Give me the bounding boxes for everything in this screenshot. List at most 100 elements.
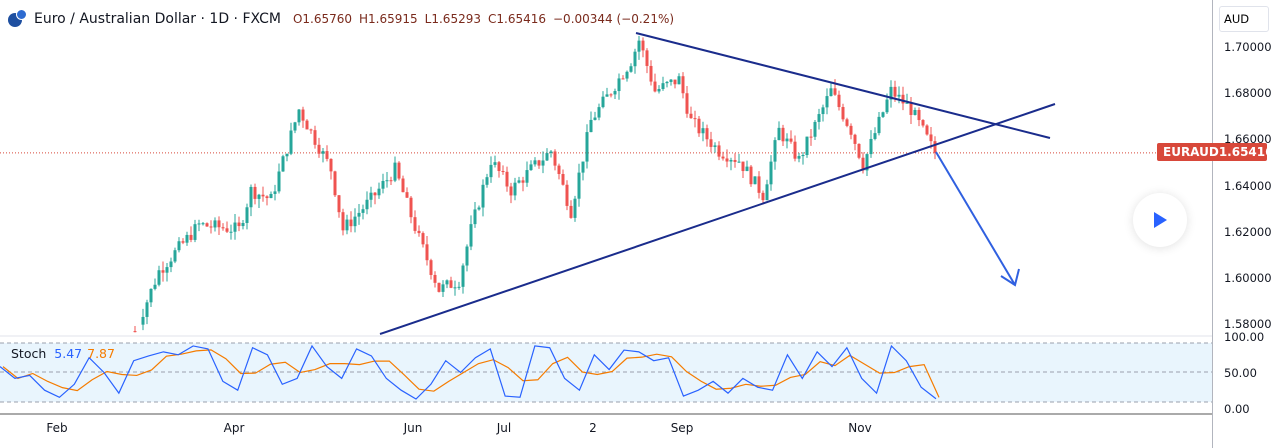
high-value: H1.65915 bbox=[359, 12, 418, 26]
price-tick: 1.66000 bbox=[1224, 132, 1272, 146]
candle-body bbox=[213, 220, 217, 228]
candle-body bbox=[541, 160, 545, 166]
candle-body bbox=[873, 133, 877, 139]
candle-body bbox=[909, 102, 913, 115]
candle-body bbox=[341, 212, 345, 231]
stoch-label[interactable]: Stoch bbox=[11, 346, 47, 361]
candle-body bbox=[765, 184, 769, 201]
candle-body bbox=[865, 154, 869, 171]
candle-body bbox=[613, 91, 617, 95]
low-value: L1.65293 bbox=[424, 12, 481, 26]
candle-body bbox=[637, 40, 641, 52]
candle-body bbox=[465, 246, 469, 266]
candle-body bbox=[917, 109, 921, 121]
candle-body bbox=[433, 274, 437, 283]
candle-body bbox=[317, 144, 321, 154]
candle-body bbox=[269, 193, 273, 199]
candle-body bbox=[413, 217, 417, 231]
candle-body bbox=[785, 138, 789, 142]
symbol-title[interactable]: Euro / Australian Dollar · 1D · FXCM bbox=[34, 11, 281, 27]
price-tick: 1.62000 bbox=[1224, 225, 1272, 239]
candle-body bbox=[409, 197, 413, 218]
candle-body bbox=[597, 107, 601, 118]
candle-body bbox=[753, 176, 757, 185]
candle-body bbox=[589, 119, 593, 133]
candle-body bbox=[721, 156, 725, 159]
candle-body bbox=[801, 154, 805, 157]
price-tick: 1.64000 bbox=[1224, 179, 1272, 193]
candle-body bbox=[449, 280, 453, 288]
candle-body bbox=[185, 234, 189, 243]
candle-body bbox=[929, 134, 933, 142]
candle-body bbox=[857, 143, 861, 158]
candle-body bbox=[233, 222, 237, 232]
candle-body bbox=[309, 129, 313, 131]
candle-body bbox=[889, 86, 893, 100]
candle-body bbox=[605, 94, 609, 97]
candle-body bbox=[673, 79, 677, 85]
candle-body bbox=[301, 109, 305, 121]
last-price-tag: EURAUD 1.65416 bbox=[1157, 143, 1273, 161]
candle-body bbox=[241, 222, 245, 227]
candle-body bbox=[557, 165, 561, 175]
candle-body bbox=[825, 96, 829, 108]
replay-button[interactable] bbox=[1133, 193, 1187, 247]
candle-body bbox=[393, 162, 397, 181]
candle-body bbox=[665, 81, 669, 84]
candle-body bbox=[533, 160, 537, 165]
candle-body bbox=[705, 128, 709, 140]
candle-body bbox=[893, 86, 897, 97]
candle-body bbox=[457, 286, 461, 288]
candle-body bbox=[761, 192, 765, 201]
candle-body bbox=[529, 164, 533, 171]
candle-body bbox=[741, 161, 745, 172]
candle-body bbox=[401, 178, 405, 193]
candle-body bbox=[209, 226, 213, 228]
candle-body bbox=[933, 141, 937, 153]
candle-body bbox=[661, 83, 665, 90]
candle-body bbox=[649, 65, 653, 82]
candle-body bbox=[217, 220, 221, 228]
candle-body bbox=[817, 114, 821, 122]
candle-body bbox=[601, 96, 605, 108]
candle-body bbox=[221, 227, 225, 229]
candle-body bbox=[925, 125, 929, 135]
candle-body bbox=[797, 156, 801, 159]
chart-header: Euro / Australian Dollar · 1D · FXCM O1.… bbox=[8, 9, 675, 29]
candle-body bbox=[461, 265, 465, 287]
candle-body bbox=[189, 234, 193, 240]
chart-canvas[interactable] bbox=[0, 0, 1212, 448]
candle-body bbox=[681, 76, 685, 94]
candle-body bbox=[737, 161, 741, 163]
candle-body bbox=[653, 81, 657, 92]
candle-body bbox=[285, 153, 289, 157]
candle-body bbox=[177, 241, 181, 251]
candle-body bbox=[405, 192, 409, 198]
candle-body bbox=[485, 177, 489, 185]
stoch-tick: 0.00 bbox=[1224, 402, 1250, 416]
currency-button[interactable]: AUD bbox=[1219, 6, 1269, 32]
candle-body bbox=[849, 125, 853, 135]
candle-body bbox=[641, 40, 645, 51]
stoch-tick: 100.00 bbox=[1224, 330, 1265, 344]
candle-body bbox=[845, 119, 849, 126]
price-tick: 1.60000 bbox=[1224, 271, 1272, 285]
stoch-d-line bbox=[2, 349, 940, 398]
price-axis[interactable]: 1.70000 1.68000 1.66000 1.64000 1.62000 … bbox=[1212, 0, 1280, 448]
candle-body bbox=[669, 79, 673, 82]
candle-body bbox=[717, 145, 721, 157]
close-value: C1.65416 bbox=[487, 12, 546, 26]
price-tick: 1.68000 bbox=[1224, 86, 1272, 100]
x-label: Apr bbox=[223, 421, 245, 435]
candle-body bbox=[677, 76, 681, 85]
candle-body bbox=[261, 194, 265, 197]
candle-body bbox=[789, 138, 793, 142]
candle-body bbox=[453, 287, 457, 289]
candle-body bbox=[545, 153, 549, 161]
price-tick: 1.58000 bbox=[1224, 317, 1272, 331]
candle-body bbox=[577, 172, 581, 199]
candle-body bbox=[593, 117, 597, 120]
candle-body bbox=[365, 199, 369, 210]
stoch-legend: Stoch 5.47 7.87 bbox=[11, 346, 115, 361]
candle-body bbox=[441, 284, 445, 292]
